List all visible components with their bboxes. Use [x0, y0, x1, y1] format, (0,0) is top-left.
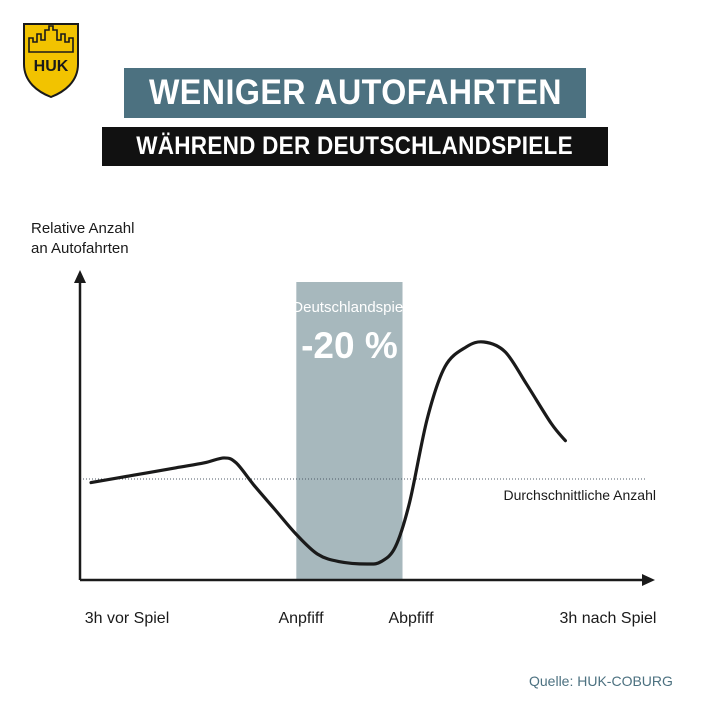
huk-logo: HUK [22, 22, 80, 99]
chart-title: WENIGER AUTOFAHRTEN [148, 73, 562, 112]
average-label: Durchschnittliche Anzahl [503, 487, 656, 503]
x-tick-labels: 3h vor Spiel Anpfiff Abpfiff 3h nach Spiel [85, 610, 657, 627]
x-axis-arrow [642, 574, 655, 586]
series-line [89, 340, 567, 566]
y-axis-label-line-2: an Autofahrten [31, 240, 129, 257]
x-tick-label: 3h nach Spiel [560, 610, 657, 627]
y-axis-arrow [74, 270, 86, 283]
x-tick-label: 3h vor Spiel [85, 610, 170, 627]
y-axis-label: Relative Anzahl an Autofahrten [31, 219, 134, 259]
chart-subtitle: WÄHREND DER DEUTSCHLANDSPIELE [136, 132, 574, 160]
highlight-value: -20 % [301, 325, 398, 366]
shield-icon: HUK [23, 23, 79, 99]
subtitle-banner: WÄHREND DER DEUTSCHLANDSPIELE [102, 127, 608, 166]
y-axis-label-line-1: Relative Anzahl [31, 220, 135, 237]
x-tick-label: Abpfiff [388, 610, 434, 627]
logo-text: HUK [34, 58, 69, 75]
highlight-band [296, 282, 403, 580]
castle-icon [28, 25, 74, 53]
source-note: Quelle: HUK-COBURG [529, 673, 673, 689]
x-tick-label: Anpfiff [278, 610, 324, 627]
title-banner: WENIGER AUTOFAHRTEN [124, 68, 586, 118]
highlight-label: Deutschlandspiel [292, 299, 406, 316]
